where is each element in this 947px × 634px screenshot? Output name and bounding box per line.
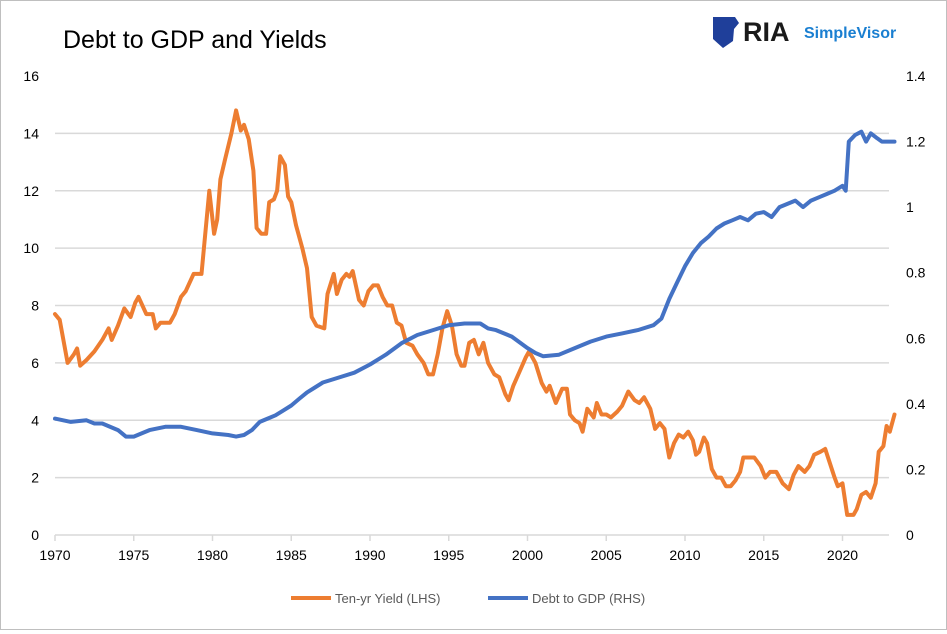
y-right-tick-label: 1.4 xyxy=(906,68,926,84)
x-tick-label: 1975 xyxy=(118,547,149,563)
legend: Ten-yr Yield (LHS) Debt to GDP (RHS) xyxy=(291,591,645,606)
eagle-logo-icon xyxy=(713,17,739,48)
x-tick-label: 2010 xyxy=(669,547,700,563)
x-tick-label: 2015 xyxy=(748,547,779,563)
x-tick-label: 2005 xyxy=(591,547,622,563)
logo: RIA SimpleVisor xyxy=(713,17,896,48)
y-left-tick-label: 2 xyxy=(31,470,39,486)
y-right-tick-label: 0.2 xyxy=(906,461,926,477)
chart-title: Debt to GDP and Yields xyxy=(63,26,327,54)
x-tick-label: 1995 xyxy=(433,547,464,563)
y-left-tick-label: 8 xyxy=(31,298,39,314)
debt-series-line xyxy=(53,129,897,439)
logo-product: SimpleVisor xyxy=(804,25,896,42)
y-left-tick-label: 6 xyxy=(31,355,39,371)
legend-label-yield: Ten-yr Yield (LHS) xyxy=(335,591,440,606)
y-left-tick-label: 16 xyxy=(23,68,39,84)
y-left-tick-label: 4 xyxy=(31,412,39,428)
yield-series-line xyxy=(53,108,897,517)
x-tick-label: 1985 xyxy=(276,547,307,563)
y-right-tick-label: 0 xyxy=(906,527,914,543)
y-right-tick-label: 1.2 xyxy=(906,134,926,150)
y-right-tick-label: 1 xyxy=(906,199,914,215)
x-tick-label: 2020 xyxy=(827,547,858,563)
y-right-tick-label: 0.8 xyxy=(906,265,926,281)
y-right-tick-label: 0.4 xyxy=(906,396,926,412)
y-left-tick-label: 14 xyxy=(23,125,39,141)
x-tick-label: 1990 xyxy=(354,547,385,563)
y-right-tick-label: 0.6 xyxy=(906,330,926,346)
y-left-tick-label: 0 xyxy=(31,527,39,543)
x-tick-label: 1970 xyxy=(39,547,70,563)
x-tick-label: 2000 xyxy=(512,547,543,563)
y-left-tick-label: 10 xyxy=(23,240,39,256)
x-tick-label: 1980 xyxy=(197,547,228,563)
legend-label-debt: Debt to GDP (RHS) xyxy=(532,591,645,606)
logo-brand: RIA xyxy=(743,17,790,47)
y-left-tick-label: 12 xyxy=(23,183,39,199)
